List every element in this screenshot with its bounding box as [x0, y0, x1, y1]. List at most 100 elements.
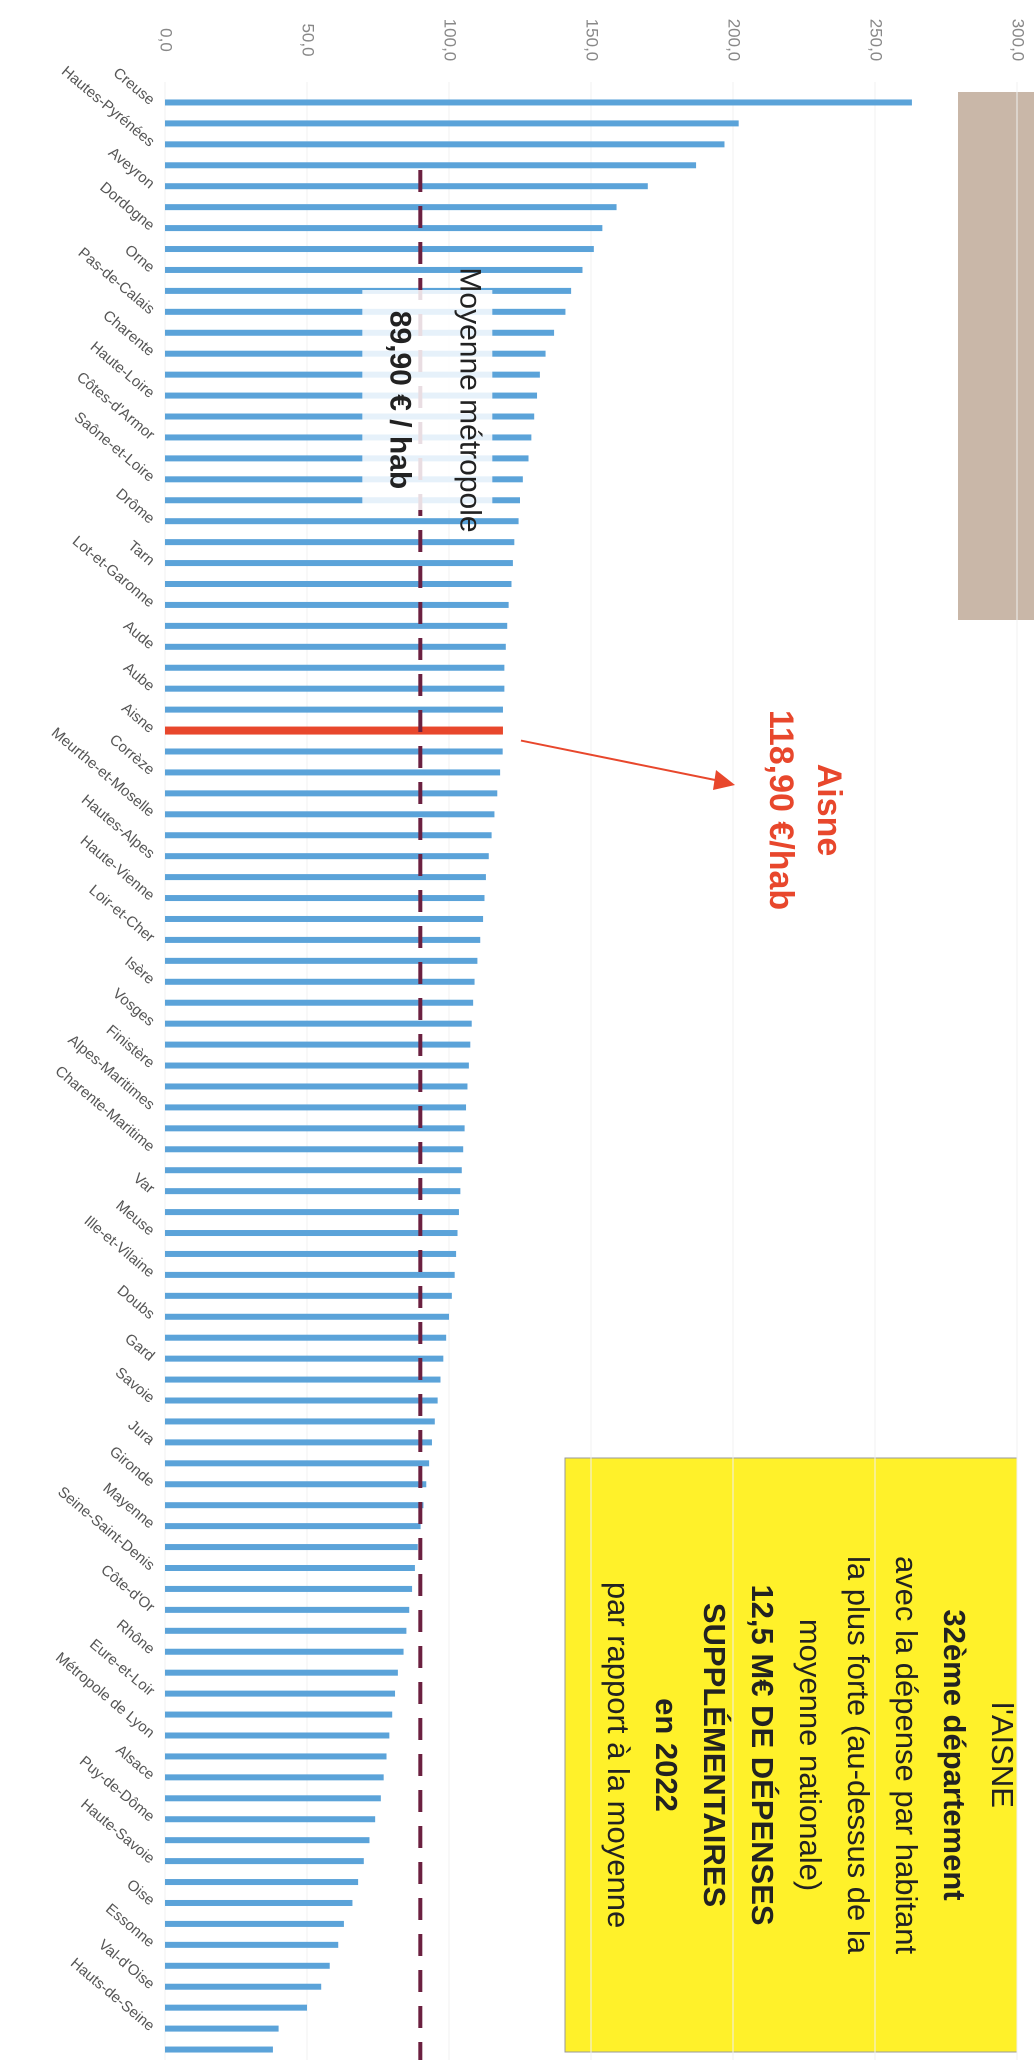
- bar: [165, 225, 603, 232]
- category-label: Tarn: [125, 537, 158, 569]
- category-label: Var: [130, 1170, 158, 1197]
- category-label: Hauts-de-Seine: [67, 1955, 158, 2035]
- bar: [165, 1020, 472, 1027]
- bar: [165, 246, 594, 253]
- bar: [165, 1230, 458, 1237]
- bar: [165, 1041, 471, 1048]
- bar: [165, 643, 506, 650]
- bar: [165, 518, 519, 525]
- bar: [165, 1083, 468, 1090]
- bar: [165, 1774, 384, 1781]
- reference-label: Moyenne métropole: [453, 267, 486, 532]
- highlight-arrow: [520, 739, 726, 783]
- bar: [165, 162, 697, 169]
- info-line: SUPPLÉMENTAIRES: [697, 1603, 732, 1907]
- category-label: Isère: [121, 953, 157, 987]
- info-box-text: l'AISNE 32ème département avec la dépens…: [601, 1556, 1020, 1955]
- bar: [165, 1753, 387, 1760]
- bar: [165, 685, 505, 692]
- category-label: Jura: [125, 1417, 159, 1449]
- bar: [165, 1648, 404, 1655]
- bar: [165, 392, 538, 399]
- bar: [165, 1334, 447, 1341]
- bar: [165, 497, 520, 504]
- bar: [165, 1188, 461, 1195]
- bar: [165, 1983, 322, 1990]
- bar: [165, 915, 484, 922]
- category-label: Oise: [123, 1876, 158, 1909]
- bar: [165, 1313, 449, 1320]
- bar: [165, 329, 555, 336]
- info-line: 32ème département: [937, 1609, 972, 1900]
- bar: [165, 1690, 396, 1697]
- category-label: Alsace: [112, 1741, 157, 1783]
- bar: [165, 455, 529, 462]
- bar: [165, 748, 503, 755]
- bar: [165, 1418, 435, 1425]
- bar: [165, 120, 739, 127]
- bar: [165, 1104, 467, 1111]
- bar: [165, 811, 495, 818]
- bar: [165, 769, 501, 776]
- bar: [165, 1481, 427, 1488]
- bar: [165, 560, 513, 567]
- bar: [165, 1167, 462, 1174]
- reference-value-label: 89,90 € / hab: [383, 311, 416, 489]
- info-line: la plus forte (au-dessus de la: [841, 1556, 876, 1955]
- bar: [165, 957, 478, 964]
- x-tick-label: 250,0: [867, 19, 886, 62]
- x-tick-label: 150,0: [583, 19, 602, 62]
- info-line: moyenne nationale): [793, 1619, 828, 1891]
- bar: [165, 1711, 393, 1718]
- highlight-value-label: 118,90 €/hab: [762, 710, 800, 910]
- info-line: l'AISNE: [985, 1702, 1020, 1808]
- bar: [165, 1397, 438, 1404]
- category-label: Doubs: [114, 1282, 158, 1323]
- bar: [165, 1795, 381, 1802]
- bar: [165, 1544, 418, 1551]
- bar: [165, 1250, 457, 1257]
- bar: [165, 1899, 353, 1906]
- bar: [165, 978, 475, 985]
- category-label: Meuse: [112, 1197, 157, 1239]
- bar: [165, 1292, 452, 1299]
- bar: [165, 476, 523, 483]
- bar: [165, 1209, 459, 1216]
- reference-annotation: Moyenne métropole 89,90 € / hab: [362, 267, 493, 533]
- info-line: en 2022: [649, 1698, 684, 1812]
- bar: [165, 790, 498, 797]
- bar: [165, 1565, 415, 1571]
- bar: [165, 99, 912, 106]
- bar: [165, 350, 546, 357]
- x-tick-label: 100,0: [441, 19, 460, 62]
- bar: [165, 1879, 359, 1886]
- bar: [165, 1837, 370, 1844]
- bar: [165, 1376, 441, 1383]
- bar: [165, 601, 509, 608]
- x-tick-label: 50,0: [299, 23, 318, 56]
- bar: [165, 581, 512, 587]
- bar: [165, 706, 503, 713]
- bar: [165, 1920, 344, 1927]
- bar: [165, 726, 503, 735]
- bar: [165, 539, 515, 546]
- bar: [165, 183, 648, 190]
- category-label: Rhône: [113, 1616, 158, 1657]
- bar: [165, 413, 535, 420]
- category-label: Gard: [121, 1330, 157, 1364]
- category-label: Alpes-Maritimes: [65, 1031, 158, 1113]
- bar: [165, 1732, 390, 1739]
- reference-label-bg: [362, 290, 493, 510]
- x-tick-label: 0,0: [157, 28, 176, 52]
- bar: [165, 1460, 430, 1467]
- bar: [165, 266, 583, 273]
- bar: [165, 999, 474, 1006]
- bar: [165, 622, 508, 629]
- bar: [165, 434, 532, 441]
- bar: [165, 1125, 465, 1132]
- bar: [165, 1271, 455, 1278]
- bar: [165, 1502, 424, 1509]
- bar: [165, 1439, 432, 1446]
- bar: [165, 1523, 421, 1530]
- category-label: Aude: [120, 617, 158, 653]
